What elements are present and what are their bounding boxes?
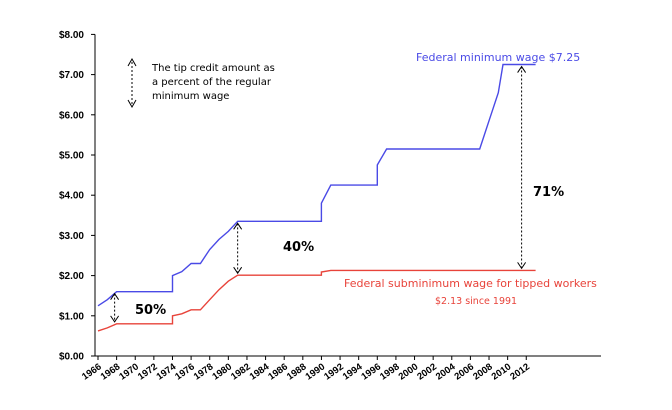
legend-note-arrowhead-top: [127, 57, 137, 67]
y-tick-label: $1.00: [59, 311, 84, 322]
legend-note-arrowhead-bottom: [127, 99, 137, 109]
federal-min-wage-label: Federal minimum wage $7.25: [416, 51, 580, 64]
gap-arrowhead-bottom: [110, 315, 120, 323]
y-tick-label: $6.00: [59, 110, 84, 121]
y-tick-label: $4.00: [59, 191, 84, 202]
legend-note-line-3: minimum wage: [152, 91, 229, 102]
y-tick-label: $2.00: [59, 271, 84, 282]
gap-arrows: [110, 65, 527, 323]
gap-arrowhead-top: [517, 65, 527, 73]
legend-note-line-2: a percent of the regular: [152, 77, 272, 88]
federal-min-wage-line: [97, 63, 536, 307]
y-tick-label: $8.00: [59, 30, 84, 41]
pct-label-1981: 40%: [283, 240, 314, 255]
y-tick-label: $7.00: [59, 70, 84, 81]
gap-arrowhead-bottom: [233, 266, 243, 275]
tipped-wage-sublabel: $2.13 since 1991: [435, 296, 517, 307]
y-tick-label: $3.00: [59, 231, 84, 242]
x-tick-labels: 1966196819701972197419761978198019821984…: [80, 356, 532, 383]
gap-arrowhead-top: [233, 222, 243, 230]
series-lines: [97, 63, 536, 332]
y-tick-label: $5.00: [59, 151, 84, 162]
pct-label-1968: 50%: [135, 303, 166, 318]
y-tick-labels: $0.00 $1.00 $2.00 $3.00 $4.00 $5.00 $6.00 $7.00…: [59, 30, 95, 363]
legend-note: The tip credit amount as a percent of th…: [127, 57, 275, 109]
gap-arrowhead-top: [110, 292, 120, 300]
legend-note-line-1: The tip credit amount as: [151, 63, 275, 74]
x-tick-label: 2012: [508, 361, 532, 382]
gap-arrowhead-bottom: [517, 262, 527, 270]
tipped-wage-line: [97, 269, 536, 332]
tipped-wage-label: Federal subminimum wage for tipped worke…: [344, 277, 597, 290]
pct-label-2011: 71%: [533, 185, 564, 200]
y-tick-label: $0.00: [59, 352, 84, 363]
